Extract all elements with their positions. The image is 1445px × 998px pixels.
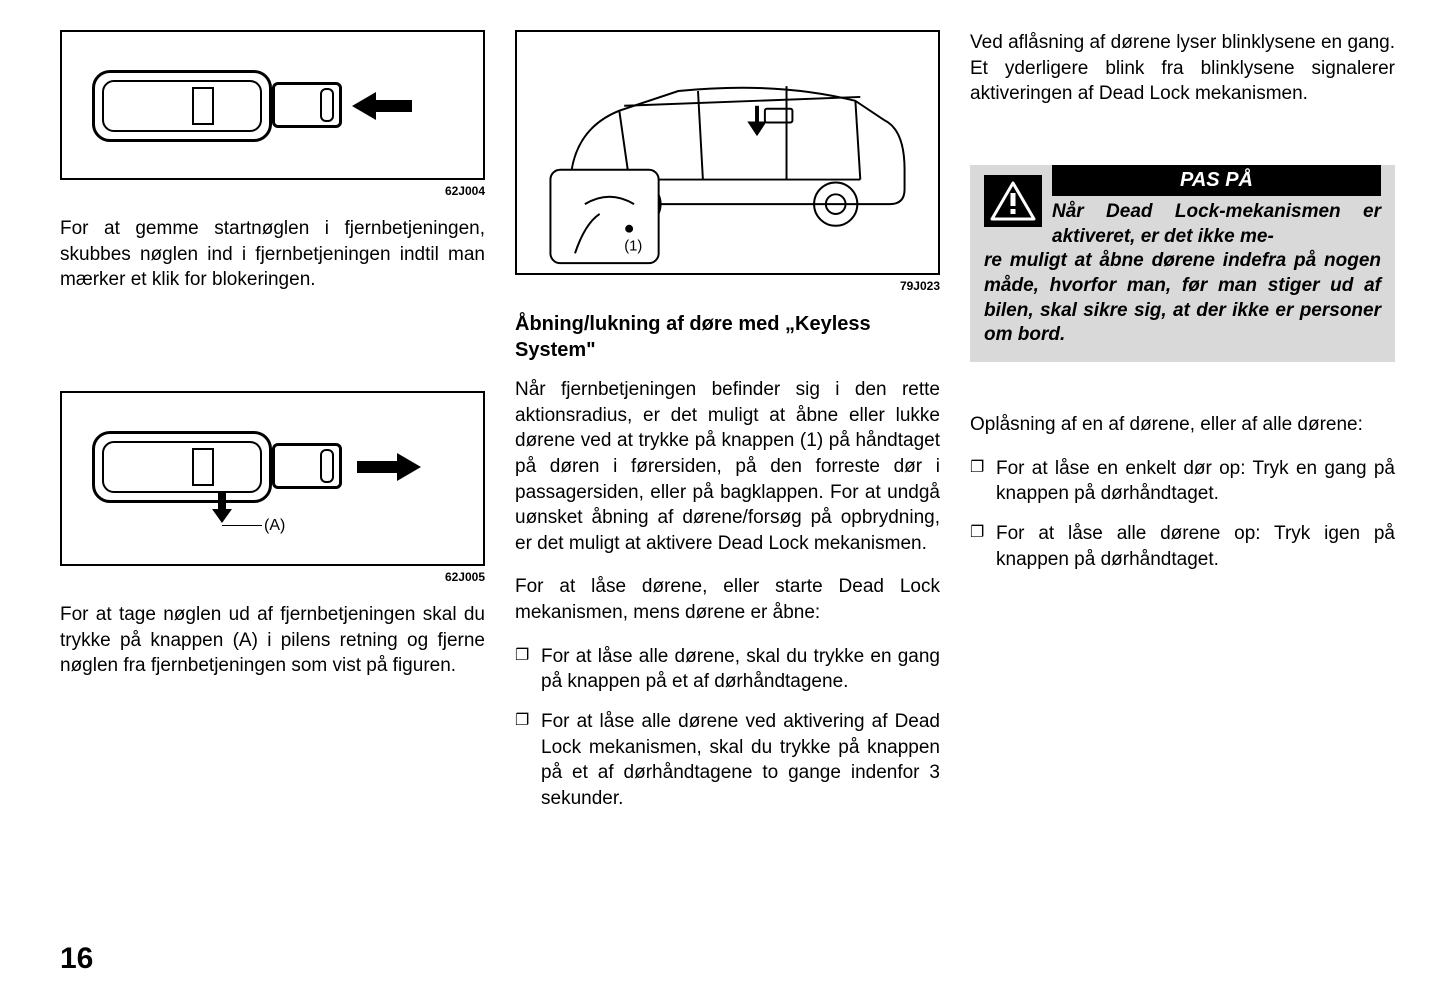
paragraph: For at låse dørene, eller starte Dead Lo… <box>515 574 940 625</box>
bullet-list-lock: For at låse alle dørene, skal du trykke … <box>515 644 940 826</box>
figure-marker-a: (A) <box>264 517 285 535</box>
paragraph: For at tage nøglen ud af fjernbetjeninge… <box>60 602 485 679</box>
warning-title: PAS PÅ <box>1052 165 1381 196</box>
column-3: Ved aflåsning af dørene lyser blinklysen… <box>970 30 1395 844</box>
warning-text-body: re muligt at åbne dørene indefra på noge… <box>984 249 1381 348</box>
section-heading: Åbning/lukning af døre med „Keyless Syst… <box>515 311 940 363</box>
column-2: (1) 79J023 Åbning/lukning af døre med „K… <box>515 30 940 844</box>
list-item: For at låse en enkelt dør op: Tryk en ga… <box>970 456 1395 507</box>
warning-callout: PAS PÅ Når Dead Lock-mekanismen er aktiv… <box>970 165 1395 362</box>
paragraph: Oplåsning af en af dørene, eller af alle… <box>970 412 1395 438</box>
figure-label: 62J005 <box>60 570 485 584</box>
warning-triangle-icon <box>984 175 1042 227</box>
paragraph: For at gemme startnøglen i fjernbetjenin… <box>60 216 485 293</box>
paragraph: Når fjernbetjeningen befinder sig i den … <box>515 377 940 556</box>
car-illustration-svg: (1) <box>517 32 938 273</box>
figure-keyfob-remove: (A) <box>60 391 485 566</box>
figure-marker-1: (1) <box>624 238 642 254</box>
bullet-list-unlock: For at låse en enkelt dør op: Tryk en ga… <box>970 456 1395 587</box>
column-1: 62J004 For at gemme startnøglen i fjernb… <box>60 30 485 844</box>
manual-page: 62J004 For at gemme startnøglen i fjernb… <box>60 30 1395 844</box>
figure-label: 79J023 <box>515 279 940 293</box>
list-item: For at låse alle dørene op: Tryk igen på… <box>970 521 1395 572</box>
figure-label: 62J004 <box>60 184 485 198</box>
list-item: For at låse alle dørene ved aktivering a… <box>515 709 940 812</box>
figure-keyfob-insert <box>60 30 485 180</box>
page-number: 16 <box>60 942 93 976</box>
warning-text-lead: Når Dead Lock-mekanismen er aktiveret, e… <box>1052 200 1381 249</box>
paragraph: Ved aflåsning af dørene lyser blinklysen… <box>970 30 1395 107</box>
figure-car-keyless: (1) <box>515 30 940 275</box>
list-item: For at låse alle dørene, skal du trykke … <box>515 644 940 695</box>
